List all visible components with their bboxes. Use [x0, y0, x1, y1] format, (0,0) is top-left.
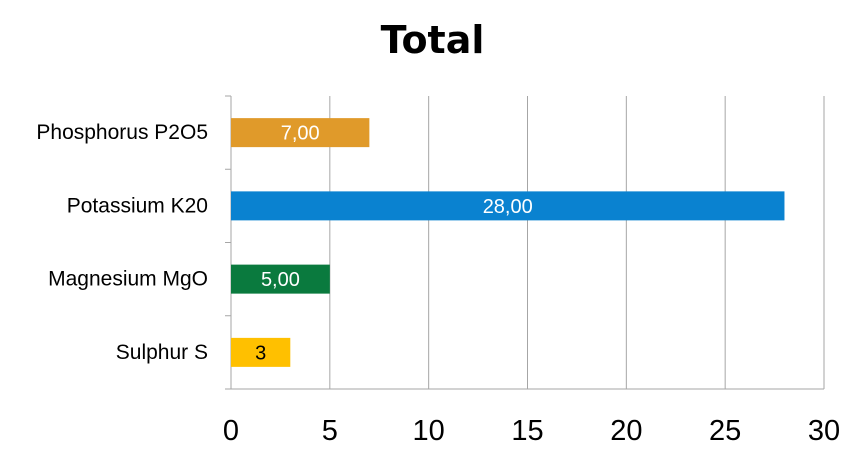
category-label: Magnesium MgO	[48, 268, 208, 291]
bar	[231, 191, 785, 221]
data-labels: 7,00 28,00 5,00 3	[255, 123, 533, 365]
category-labels: Phosphorus P2O5 Potassium K20 Magnesium Mg…	[36, 121, 208, 364]
chart-title: Total	[380, 18, 485, 62]
x-tick-label: 10	[413, 415, 445, 447]
bars	[231, 118, 785, 367]
data-label: 3	[255, 342, 266, 364]
category-label: Phosphorus P2O5	[36, 121, 208, 144]
bar	[231, 264, 330, 294]
x-axis-tick-labels: 0 5 10 15 20 25 30	[223, 415, 840, 447]
bar	[231, 118, 370, 148]
bar	[231, 337, 291, 367]
data-label: 7,00	[281, 123, 320, 145]
x-tick-label: 20	[610, 415, 642, 447]
x-tick-label: 0	[223, 415, 239, 447]
x-tick-label: 5	[322, 415, 338, 447]
category-label: Sulphur S	[116, 341, 208, 364]
x-tick-label: 15	[511, 415, 543, 447]
category-label: Potassium K20	[67, 194, 208, 217]
x-tick-label: 30	[808, 415, 840, 447]
data-label: 28,00	[483, 196, 533, 218]
data-label: 5,00	[261, 269, 300, 291]
x-tick-label: 25	[709, 415, 741, 447]
